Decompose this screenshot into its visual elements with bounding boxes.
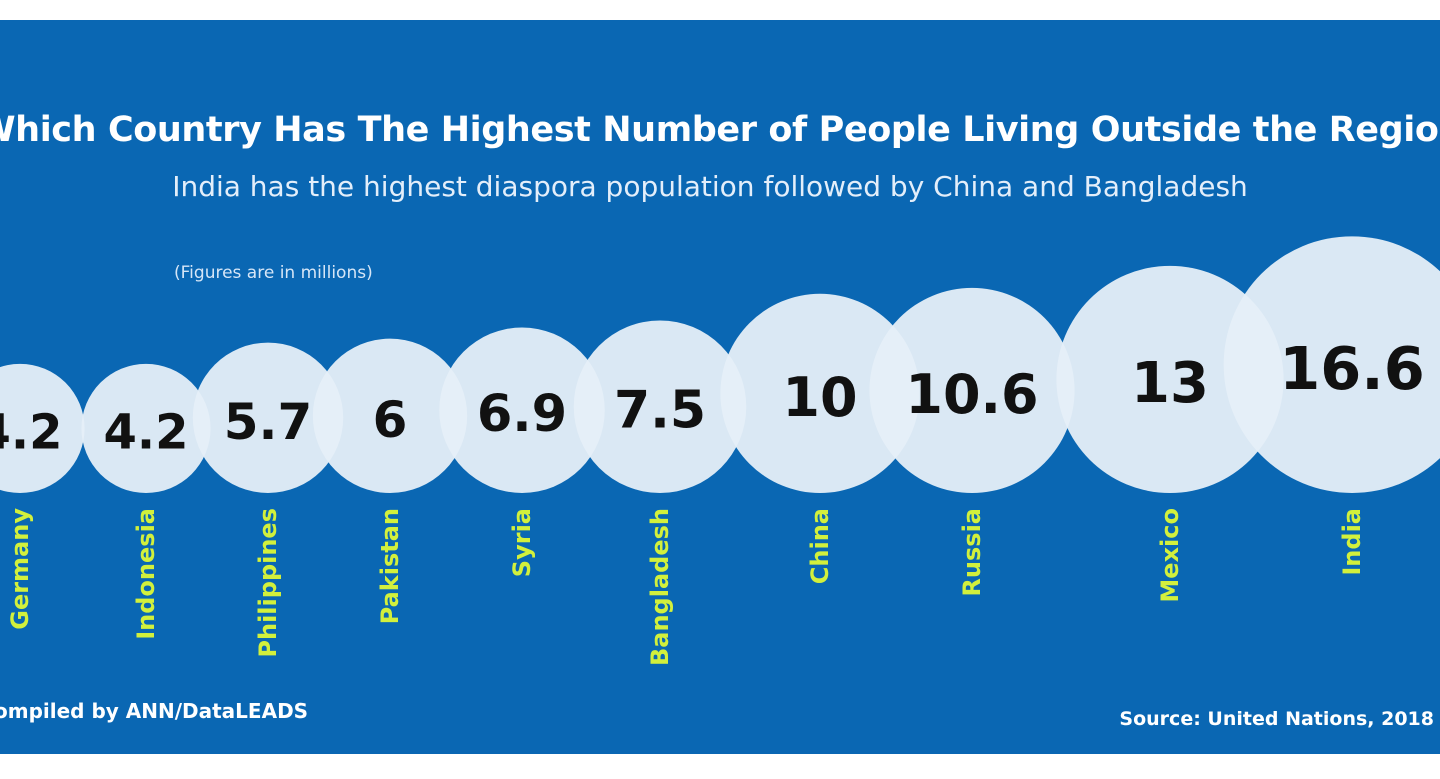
- value-label-germany: 4.2: [0, 404, 63, 460]
- bubble-china: [720, 293, 920, 493]
- bubble-layer: [0, 236, 1440, 493]
- bubble-philippines: [192, 342, 344, 493]
- value-label-layer: 4.2 4.2 5.7 6 6.9 7.5 10 10.6 13 16.6: [0, 334, 1425, 460]
- chart-frame: Which Country Has The Highest Number of …: [0, 20, 1440, 754]
- category-label-philippines: Philippines: [254, 508, 282, 658]
- bubble-russia: [869, 287, 1075, 493]
- value-label-indonesia: 4.2: [103, 404, 188, 460]
- value-label-china: 10: [782, 366, 857, 429]
- value-label-syria: 6.9: [477, 385, 567, 444]
- value-label-philippines: 5.7: [224, 393, 313, 451]
- category-label-china: China: [806, 508, 834, 584]
- source-text: Source: United Nations, 2018: [1119, 708, 1434, 730]
- units-note: (Figures are in millions): [174, 263, 373, 283]
- category-label-layer: Germany Indonesia Philippines Pakistan Syria…: [6, 508, 1366, 666]
- value-label-pakistan: 6: [373, 391, 408, 449]
- category-label-mexico: Mexico: [1156, 508, 1184, 603]
- bubble-pakistan: [312, 338, 468, 493]
- category-label-germany: Germany: [6, 508, 34, 630]
- credit-text: ompiled by ANN/DataLEADS: [0, 699, 309, 723]
- bubble-germany: [0, 363, 85, 493]
- bubble-syria: [439, 327, 605, 493]
- bubble-mexico: [1056, 265, 1284, 493]
- value-label-russia: 10.6: [905, 363, 1038, 426]
- bubble-india: [1223, 236, 1440, 493]
- chart-title: Which Country Has The Highest Number of …: [0, 110, 1440, 150]
- category-label-pakistan: Pakistan: [376, 508, 404, 624]
- category-label-russia: Russia: [958, 508, 986, 597]
- value-label-india: 16.6: [1279, 334, 1425, 403]
- value-label-mexico: 13: [1131, 351, 1209, 416]
- bubble-chart: 4.2 4.2 5.7 6 6.9 7.5 10 10.6 13 16.6 Germany Indo…: [0, 236, 1440, 666]
- value-label-bangladesh: 7.5: [614, 381, 706, 441]
- category-label-syria: Syria: [508, 508, 536, 577]
- category-label-indonesia: Indonesia: [132, 508, 160, 640]
- category-label-india: India: [1338, 508, 1366, 576]
- bubble-indonesia: [81, 363, 211, 493]
- chart-subtitle: India has the highest diaspora populatio…: [172, 170, 1248, 203]
- category-label-bangladesh: Bangladesh: [646, 508, 674, 666]
- bubble-bangladesh: [573, 320, 747, 493]
